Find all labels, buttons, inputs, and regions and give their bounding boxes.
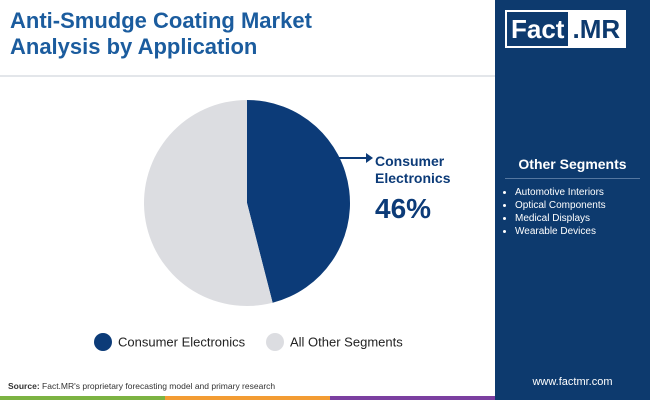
divider — [0, 75, 495, 77]
legend-swatch — [266, 333, 284, 351]
pie-slice — [143, 100, 273, 306]
callout-arrowhead — [366, 153, 373, 163]
legend-swatch — [94, 333, 112, 351]
segment-item: Automotive Interiors — [515, 186, 606, 199]
logo-suffix: .MR — [568, 12, 625, 46]
side-panel: Fact.MR Other Segments Automotive Interi… — [495, 0, 650, 400]
segment-list: Automotive InteriorsOptical ComponentsMe… — [503, 186, 606, 238]
panel-title: Other Segments — [518, 156, 627, 172]
segment-item: Medical Displays — [515, 212, 606, 225]
legend-label: All Other Segments — [290, 334, 403, 349]
logo-text: Fact — [511, 14, 565, 44]
chart-title: Anti-Smudge Coating Market Analysis by A… — [10, 8, 312, 59]
callout-label: Consumer Electronics — [375, 153, 451, 186]
source-label: Source: — [8, 381, 40, 391]
logo: Fact .MR — [505, 10, 627, 48]
value-label: 46% — [375, 193, 432, 224]
segment-item: Wearable Devices — [515, 225, 606, 238]
source: Source: Fact.MR's proprietary forecastin… — [8, 381, 275, 391]
chart: Consumer Electronics All Other Segments — [94, 100, 403, 351]
footer-stripe — [0, 396, 495, 400]
website: www.factmr.com — [532, 376, 613, 388]
pie-slice — [247, 100, 350, 303]
source-text: Fact.MR's proprietary forecasting model … — [42, 381, 276, 391]
legend-label: Consumer Electronics — [118, 334, 246, 349]
segment-item: Optical Components — [515, 199, 606, 212]
panel-divider — [505, 178, 640, 179]
